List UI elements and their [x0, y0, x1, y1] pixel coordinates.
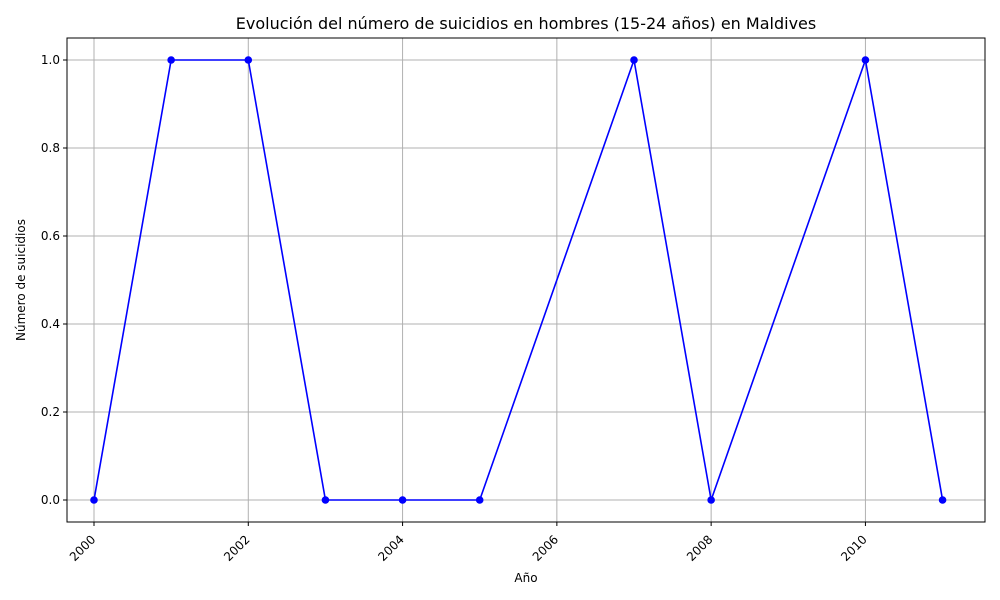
y-axis-label: Número de suicidios [14, 219, 28, 341]
y-tick-label: 1.0 [41, 53, 60, 67]
y-tick-label: 0.6 [41, 229, 60, 243]
x-tick-label: 2010 [838, 532, 869, 563]
data-point [861, 56, 870, 64]
x-tick-label: 2004 [375, 532, 406, 563]
y-tick-label: 0.4 [41, 317, 60, 331]
data-point [475, 496, 484, 504]
y-tick-label: 0.0 [41, 493, 60, 507]
x-axis-label: Año [514, 571, 537, 585]
data-point [398, 496, 407, 504]
y-tick-label: 0.2 [41, 405, 60, 419]
y-tick-label: 0.8 [41, 141, 60, 155]
x-tick-label: 2002 [221, 532, 252, 563]
y-axis: 0.0 0.2 0.4 0.6 0.8 1.0 [41, 53, 67, 507]
x-tick-label: 2000 [67, 532, 98, 563]
chart-title: Evolución del número de suicidios en hom… [236, 14, 816, 33]
x-axis: 2000 2002 2004 2006 2008 2010 [67, 522, 870, 564]
plot-frame [66, 37, 986, 523]
series-line [93, 59, 944, 501]
data-point [90, 496, 98, 504]
data-point [244, 56, 253, 64]
x-tick-label: 2008 [684, 532, 715, 563]
data-point [630, 56, 638, 64]
data-point [167, 56, 175, 64]
data-point [321, 496, 330, 504]
series-layer [90, 56, 947, 504]
x-tick-label: 2006 [530, 532, 561, 563]
data-point [938, 496, 947, 504]
data-point [707, 496, 715, 504]
